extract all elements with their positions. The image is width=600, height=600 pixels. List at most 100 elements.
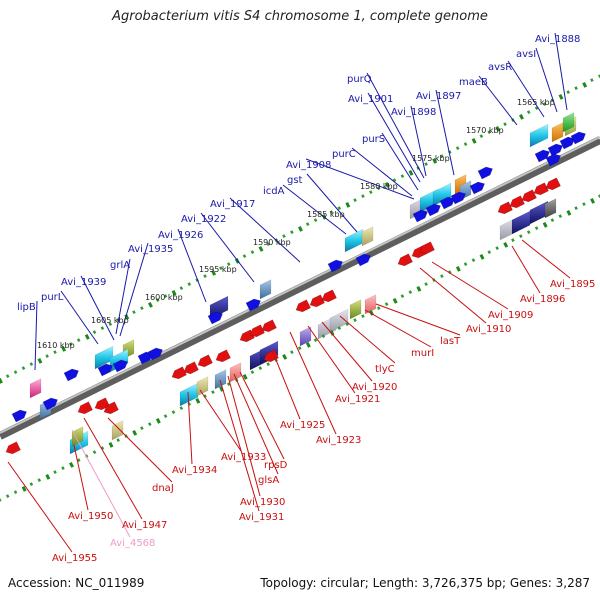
gene-label-Avi_1922[interactable]: Avi_1922 <box>181 214 226 225</box>
reverse-gene-arrow[interactable] <box>508 195 525 210</box>
forward-gene-arrow[interactable] <box>547 142 565 157</box>
gene-label-purS[interactable]: purS <box>362 134 385 145</box>
gene-label-purQ[interactable]: purQ <box>347 74 372 85</box>
gene-label-purC[interactable]: purC <box>332 149 356 160</box>
reverse-gene-arrow[interactable] <box>320 289 337 304</box>
reverse-gene-arrow[interactable] <box>496 201 513 216</box>
gene-label-Avi_1920[interactable]: Avi_1920 <box>352 382 397 393</box>
gene-label-Avi_1917[interactable]: Avi_1917 <box>210 199 255 210</box>
forward-gene-arrow[interactable] <box>534 148 552 163</box>
forward-gene-arrow[interactable] <box>63 367 81 382</box>
reverse-gene-arrow[interactable] <box>4 441 21 456</box>
forward-gene-arrow[interactable] <box>245 297 263 312</box>
gene-label-lasT[interactable]: lasT <box>440 336 461 347</box>
forward-gene-arrow[interactable] <box>477 165 495 180</box>
forward-gene-arrow[interactable] <box>469 180 487 195</box>
gene-label-Avi_1950[interactable]: Avi_1950 <box>68 511 113 522</box>
forward-gene-arrow[interactable] <box>147 346 165 361</box>
reverse-gene-arrow[interactable] <box>544 177 561 192</box>
gene-label-grlA[interactable]: grlA <box>110 260 130 271</box>
forward-gene-arrow[interactable] <box>327 258 345 273</box>
forward-gene-arrow[interactable] <box>97 362 115 377</box>
gene-label-Avi_1935[interactable]: Avi_1935 <box>128 244 173 255</box>
gene-label-maeB[interactable]: maeB <box>459 77 488 88</box>
feature-block <box>299 326 312 347</box>
label-leader <box>366 72 425 179</box>
gene-label-icdA[interactable]: icdA <box>263 186 285 197</box>
gene-label-purL[interactable]: purL <box>41 292 64 303</box>
gene-label-Avi_1897[interactable]: Avi_1897 <box>416 91 461 102</box>
reverse-gene-arrow[interactable] <box>170 366 187 381</box>
reverse-gene-arrow[interactable] <box>308 294 325 309</box>
reverse-gene-arrow[interactable] <box>214 349 231 364</box>
gc-dot <box>250 370 255 375</box>
gene-label-Avi_1888[interactable]: Avi_1888 <box>535 34 580 45</box>
gene-label-Avi_1955[interactable]: Avi_1955 <box>52 553 97 564</box>
forward-gene-arrow[interactable] <box>207 310 225 325</box>
gene-label-Avi_1910[interactable]: Avi_1910 <box>466 324 511 335</box>
gene-label-gst[interactable]: gst <box>287 175 303 186</box>
gene-label-rpsD[interactable]: rpsD <box>264 460 288 471</box>
reverse-gene-arrow[interactable] <box>182 361 199 376</box>
reverse-gene-arrow[interactable] <box>396 253 413 268</box>
map-title: Agrobacterium vitis S4 chromosome 1, com… <box>112 9 488 24</box>
reverse-gene-arrow[interactable] <box>93 397 110 412</box>
gc-dot <box>0 498 2 503</box>
label-leader <box>227 375 261 497</box>
gene-label-Avi_1925[interactable]: Avi_1925 <box>280 420 325 431</box>
forward-gene-arrow[interactable] <box>450 190 468 205</box>
gene-label-avsR[interactable]: avsR <box>488 62 512 73</box>
reverse-gene-arrow[interactable] <box>532 182 549 197</box>
gene-label-Avi_1908[interactable]: Avi_1908 <box>286 160 331 171</box>
accession-text: Accession: NC_011989 <box>8 576 145 590</box>
gc-dot <box>187 402 192 407</box>
gene-label-Avi_1931[interactable]: Avi_1931 <box>239 512 284 523</box>
label-leader <box>177 228 207 303</box>
gene-label-dnaJ[interactable]: dnaJ <box>152 483 174 494</box>
reverse-gene-arrow[interactable] <box>520 189 537 204</box>
gene-label-avsI[interactable]: avsI <box>516 49 536 60</box>
gene-label-Avi_1898[interactable]: Avi_1898 <box>391 107 436 118</box>
gene-label-Avi_1926[interactable]: Avi_1926 <box>158 230 203 241</box>
forward-gene-arrow[interactable] <box>11 408 29 423</box>
gene-label-Avi_1901[interactable]: Avi_1901 <box>348 94 393 105</box>
forward-gene-arrow[interactable] <box>412 208 430 223</box>
gc-dot <box>376 306 381 311</box>
forward-gene-arrow[interactable] <box>112 358 130 373</box>
reverse-gene-arrow[interactable] <box>262 349 279 364</box>
gene-label-murI[interactable]: murI <box>411 348 434 359</box>
reverse-gene-arrow[interactable] <box>248 324 265 339</box>
gc-dot <box>471 137 477 144</box>
gene-label-tlyC[interactable]: tlyC <box>375 364 395 375</box>
feature-block <box>29 378 42 399</box>
gene-label-lipB[interactable]: lipB <box>17 302 36 313</box>
forward-gene-arrow[interactable] <box>439 195 457 210</box>
forward-gene-arrow[interactable] <box>559 135 577 150</box>
gene-label-Avi_1930[interactable]: Avi_1930 <box>240 497 285 508</box>
gene-label-Avi_1939[interactable]: Avi_1939 <box>61 277 106 288</box>
gene-label-Avi_1923[interactable]: Avi_1923 <box>316 435 361 446</box>
gc-dot <box>266 242 270 247</box>
reverse-gene-arrow[interactable] <box>294 299 311 314</box>
reverse-gene-arrow[interactable] <box>102 401 119 416</box>
gene-label-Avi_1933[interactable]: Avi_1933 <box>221 452 266 463</box>
forward-gene-arrow[interactable] <box>570 130 588 145</box>
label-leader <box>60 290 99 345</box>
gene-label-Avi_1921[interactable]: Avi_1921 <box>335 394 380 405</box>
reverse-gene-arrow[interactable] <box>260 319 277 334</box>
reverse-gene-arrow[interactable] <box>418 241 435 256</box>
gene-label-Avi_1909[interactable]: Avi_1909 <box>488 310 533 321</box>
forward-gene-arrow[interactable] <box>545 152 563 167</box>
gene-label-Avi_1895[interactable]: Avi_1895 <box>550 279 595 290</box>
reverse-gene-arrow[interactable] <box>76 401 93 416</box>
forward-gene-arrow[interactable] <box>355 252 373 267</box>
forward-gene-arrow[interactable] <box>425 202 443 217</box>
gene-label-Avi_1934[interactable]: Avi_1934 <box>172 465 217 476</box>
gene-label-Avi_1896[interactable]: Avi_1896 <box>520 294 565 305</box>
gene-label-Avi_4568[interactable]: Avi_4568 <box>110 538 155 549</box>
gene-label-Avi_1947[interactable]: Avi_1947 <box>122 520 167 531</box>
forward-gene-arrow[interactable] <box>42 396 60 411</box>
gene-label-glsA[interactable]: glsA <box>258 475 279 486</box>
label-leader <box>199 389 242 452</box>
reverse-gene-arrow[interactable] <box>196 354 213 369</box>
